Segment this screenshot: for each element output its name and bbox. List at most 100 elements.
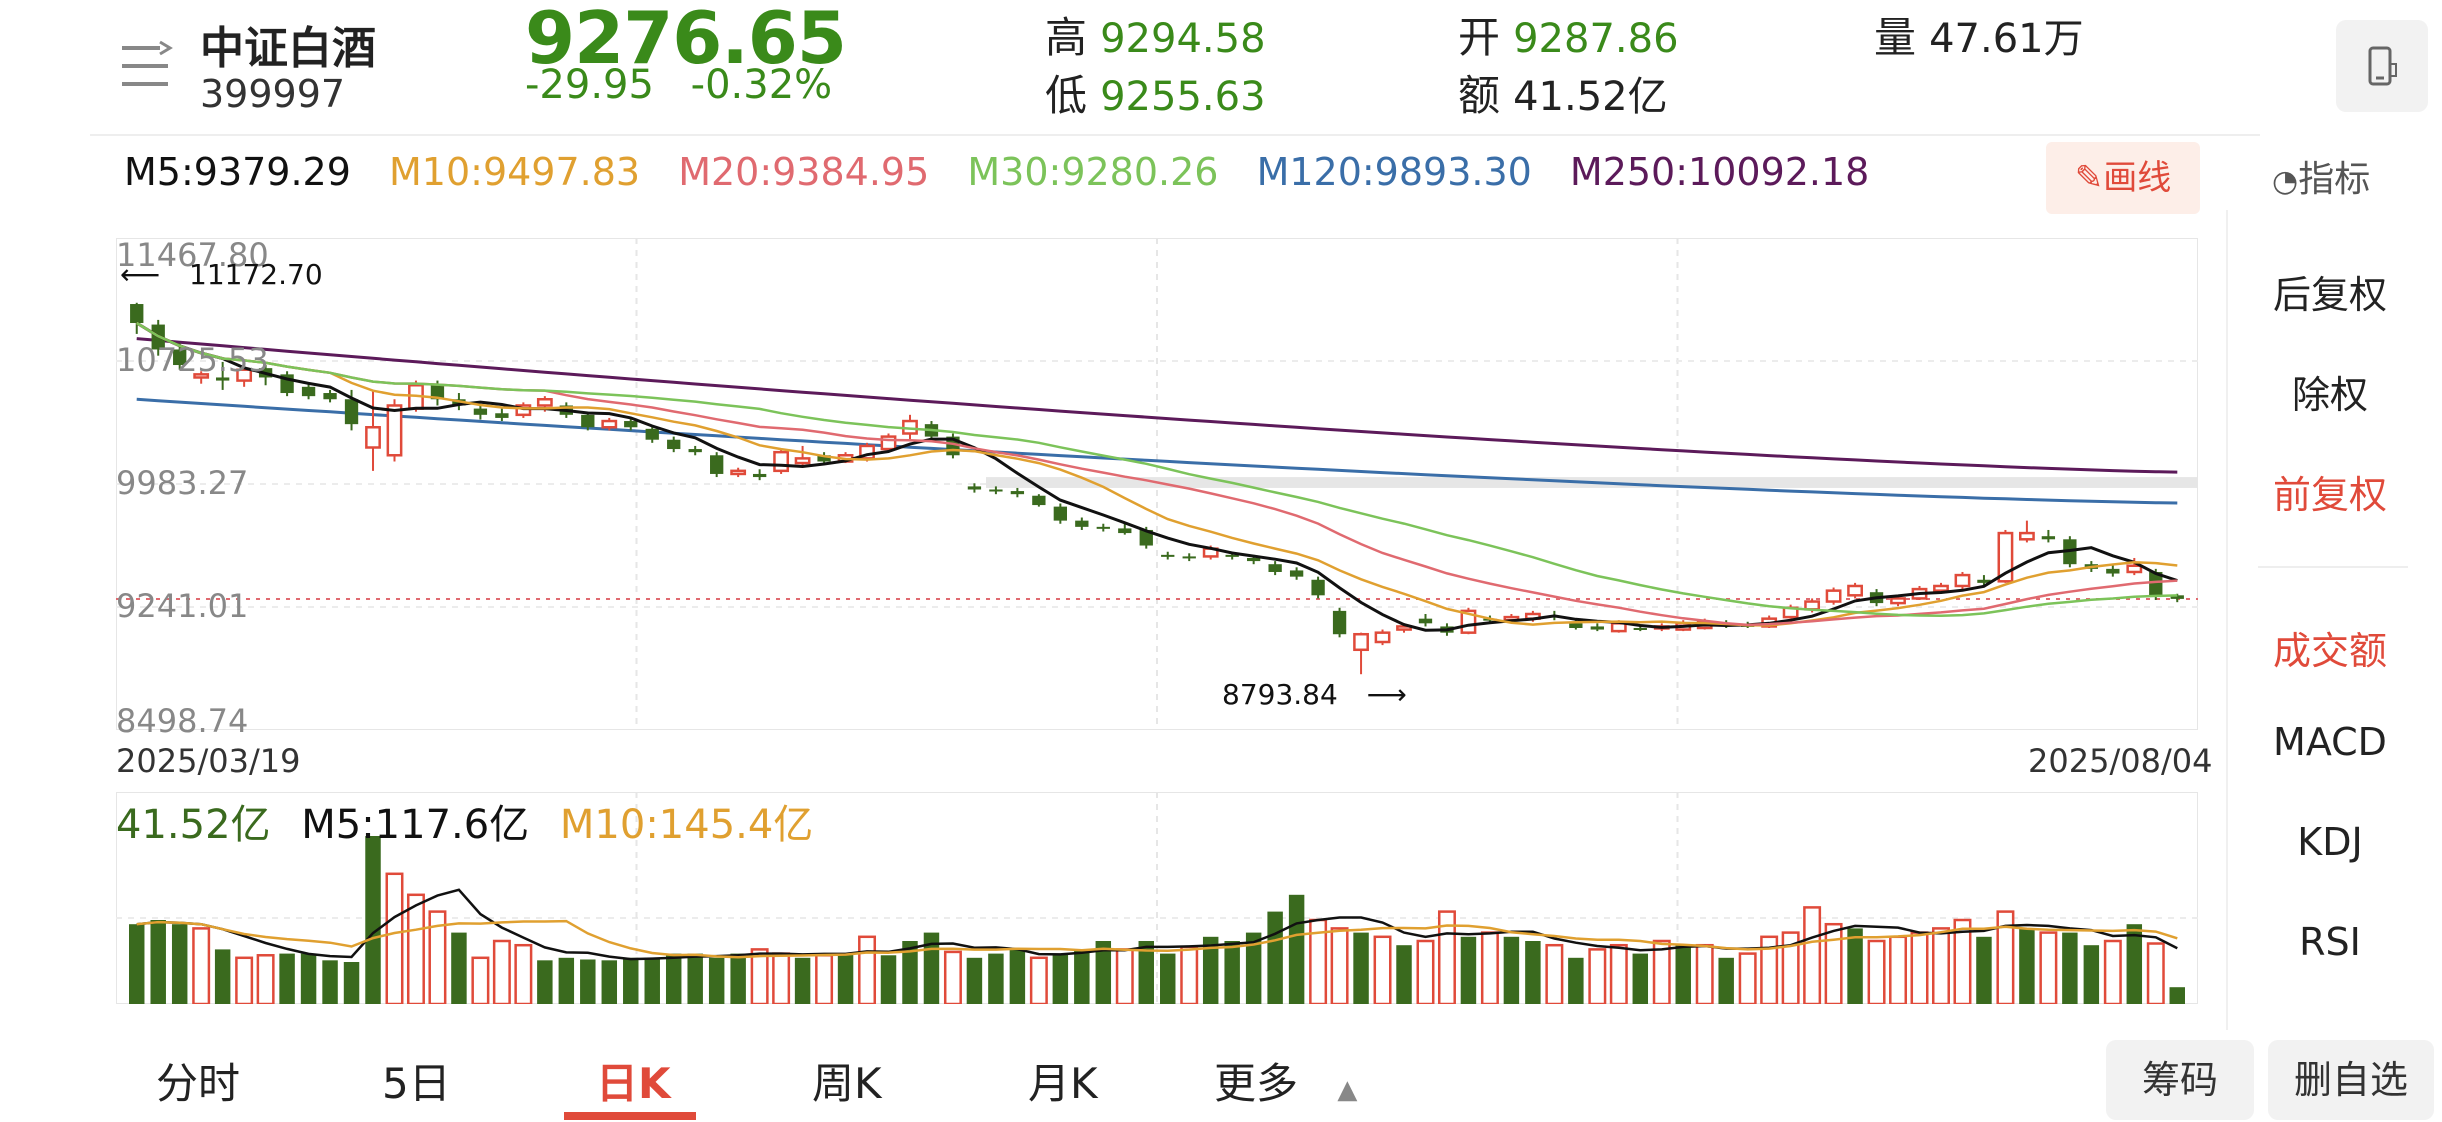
volume-bar <box>492 939 511 1006</box>
volume-bar <box>1224 941 1240 1004</box>
ma5-label: M5:9379.29 <box>124 150 351 194</box>
candle <box>1182 553 1196 562</box>
tab-more-label: 更多 <box>1214 1059 1299 1108</box>
candle <box>365 389 381 471</box>
volume-bar <box>1095 941 1112 1004</box>
volume-bar <box>1976 936 1992 1004</box>
volume-bar <box>2062 932 2078 1004</box>
volume-bar <box>815 954 834 1006</box>
menu-icon[interactable] <box>120 40 176 92</box>
high-stat: 高 9294.58 <box>1045 4 1266 65</box>
candle <box>236 366 253 387</box>
candle <box>752 469 767 481</box>
candle <box>1977 575 1991 586</box>
volume-bar <box>1052 953 1069 1004</box>
change-percent: -0.32% <box>690 62 833 108</box>
volume-bar <box>1245 932 1262 1004</box>
tab-monthly-k[interactable]: 月K <box>1028 1059 1098 1108</box>
open-value: 9287.86 <box>1513 16 1679 62</box>
remove-watchlist-button[interactable]: 删自选 <box>2268 1040 2434 1120</box>
side-item-kdj[interactable]: KDJ <box>2297 820 2363 864</box>
volume-bar <box>943 950 962 1006</box>
side-menu: 后复权 除权 前复权 成交额 MACD KDJ RSI <box>2226 210 2432 1030</box>
kline-chart[interactable] <box>115 237 2199 731</box>
candle <box>688 445 702 456</box>
volume-bar <box>1632 953 1649 1004</box>
volume-bar <box>687 953 703 1004</box>
volume-bar <box>1353 932 1369 1004</box>
volume-bar <box>1889 935 1908 1006</box>
volume-bar <box>2169 987 2185 1004</box>
volume-bar <box>514 943 533 1006</box>
volume-m10: M10:145.4亿 <box>559 802 814 848</box>
volume-bar <box>1503 936 1520 1004</box>
volume-bars <box>129 836 2185 1006</box>
volume-bar <box>1396 945 1412 1004</box>
candle <box>967 483 982 493</box>
period-tabs: 分时 5日 日K 周K 月K 更多 ▲ 筹码 删自选 <box>0 1040 2442 1122</box>
volume-ma5-line <box>136 888 2178 961</box>
tab-intraday[interactable]: 分时 <box>156 1059 241 1108</box>
volume-bar <box>1267 911 1283 1004</box>
pencil-icon: ✎ <box>2074 158 2104 198</box>
side-item-rsi[interactable]: RSI <box>2299 920 2361 964</box>
volume-bar <box>2019 928 2035 1004</box>
volume-ma10-line <box>136 919 2178 959</box>
landscape-toggle-button[interactable] <box>2336 20 2428 112</box>
candle <box>515 402 532 418</box>
volume-bar <box>1568 957 1584 1004</box>
candle <box>1096 523 1110 532</box>
volume-bar <box>2103 939 2122 1006</box>
tab-weekly-k[interactable]: 周K <box>812 1059 882 1108</box>
chips-button[interactable]: 筹码 <box>2106 1040 2254 1120</box>
volume-bar <box>580 959 596 1004</box>
volume-bar <box>1609 943 1628 1006</box>
volume-bar <box>1330 927 1349 1006</box>
volume-bar <box>1460 936 1477 1004</box>
candle <box>1118 523 1132 535</box>
volume-bar <box>1202 936 1219 1004</box>
draw-line-label: 画线 <box>2103 158 2172 198</box>
indicator-button[interactable]: ◔指标 <box>2272 150 2370 202</box>
candle <box>1418 613 1433 627</box>
open-label: 开 <box>1458 13 1501 62</box>
volume-legend: 41.52亿 M5:117.6亿 M10:145.4亿 <box>116 792 813 850</box>
volume-bar <box>1847 928 1863 1004</box>
side-item-ex-rights[interactable]: 除权 <box>2291 373 2368 417</box>
tab-daily-k[interactable]: 日K <box>596 1059 671 1108</box>
high-annotation-value: 11172.70 <box>189 258 323 291</box>
side-item-back-adjusted[interactable]: 后复权 <box>2272 273 2387 317</box>
volume-bar <box>1138 941 1154 1004</box>
ma30-label: M30:9280.26 <box>967 150 1219 194</box>
volume-bar <box>1738 952 1757 1006</box>
volume-bar <box>343 962 360 1004</box>
volume-bar <box>1373 935 1392 1006</box>
candle <box>1847 582 1863 599</box>
volume-bar <box>322 960 338 1004</box>
candle <box>581 411 595 431</box>
candle <box>1075 517 1089 530</box>
volume-bar <box>1074 949 1090 1004</box>
ma10-label: M10:9497.83 <box>389 150 641 194</box>
volume-bar <box>1288 894 1305 1004</box>
tab-more[interactable]: 更多 ▲ <box>1214 1050 1357 1111</box>
draw-line-button[interactable]: ✎画线 <box>2046 142 2200 214</box>
side-item-forward-adjusted[interactable]: 前复权 <box>2272 473 2387 517</box>
volume-bar <box>1480 931 1499 1006</box>
candle <box>1311 576 1325 599</box>
candle <box>601 417 618 431</box>
tab-5day[interactable]: 5日 <box>382 1059 451 1108</box>
candle <box>1374 629 1391 646</box>
candle <box>1590 623 1604 632</box>
volume-bar <box>214 949 231 1004</box>
volume-chart[interactable] <box>115 791 2199 1006</box>
volume-bar <box>2146 942 2165 1006</box>
current-price: 9276.65 <box>525 0 847 80</box>
side-item-macd[interactable]: MACD <box>2273 720 2387 764</box>
side-item-turnover[interactable]: 成交额 <box>2272 629 2387 673</box>
candle <box>495 408 509 422</box>
active-tab-indicator <box>564 1112 696 1120</box>
indicator-label: 指标 <box>2298 159 2371 200</box>
ma5-line <box>135 321 2178 632</box>
volume-bar <box>1029 956 1048 1006</box>
